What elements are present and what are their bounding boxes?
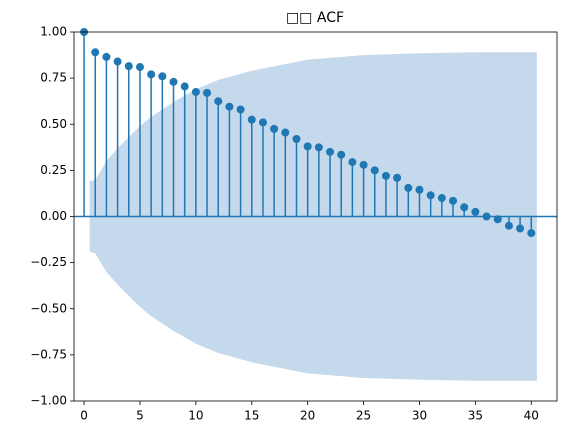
- marker: [381, 171, 390, 180]
- marker: [471, 207, 480, 216]
- marker: [303, 142, 312, 151]
- marker: [292, 135, 301, 144]
- marker: [348, 158, 357, 167]
- marker: [370, 166, 379, 175]
- marker: [113, 57, 122, 66]
- marker: [102, 52, 111, 61]
- y-tick-label: 0.25: [40, 163, 67, 177]
- marker: [437, 194, 446, 203]
- marker: [337, 150, 346, 159]
- marker: [426, 191, 435, 200]
- marker: [91, 48, 100, 57]
- y-tick-label: 0.00: [40, 209, 67, 223]
- y-tick-label: −1.00: [30, 394, 67, 408]
- marker: [158, 72, 167, 81]
- marker: [225, 102, 234, 111]
- marker: [482, 212, 491, 221]
- chart-title: □□ ACF: [286, 10, 344, 26]
- marker: [247, 115, 256, 124]
- marker: [169, 77, 178, 86]
- y-tick-label: 1.00: [40, 25, 67, 39]
- y-tick-label: 0.50: [40, 117, 67, 131]
- x-tick-label: 0: [80, 409, 88, 423]
- marker: [326, 147, 335, 156]
- marker: [527, 229, 536, 238]
- marker: [460, 203, 469, 212]
- x-tick-label: 30: [412, 409, 427, 423]
- marker: [203, 88, 212, 97]
- x-tick-label: 40: [524, 409, 539, 423]
- marker: [147, 70, 156, 79]
- marker: [124, 62, 133, 71]
- marker: [404, 183, 413, 192]
- x-tick-label: 15: [244, 409, 259, 423]
- marker: [393, 173, 402, 182]
- marker: [214, 97, 223, 106]
- x-tick-label: 35: [468, 409, 483, 423]
- marker: [415, 185, 424, 194]
- y-tick-label: −0.50: [30, 301, 67, 315]
- marker: [180, 82, 189, 91]
- y-tick-label: −0.75: [30, 347, 67, 361]
- y-tick-label: −0.25: [30, 255, 67, 269]
- marker: [135, 63, 144, 72]
- marker: [449, 196, 458, 205]
- x-tick-label: 25: [356, 409, 371, 423]
- marker: [516, 224, 525, 233]
- marker: [504, 221, 513, 230]
- marker: [236, 105, 245, 114]
- x-tick-label: 20: [300, 409, 315, 423]
- x-tick-label: 5: [136, 409, 144, 423]
- x-tick-label: 10: [188, 409, 203, 423]
- marker: [281, 128, 290, 137]
- marker: [191, 87, 200, 96]
- marker: [493, 215, 502, 224]
- marker: [258, 118, 267, 127]
- y-tick-label: 0.75: [40, 71, 67, 85]
- marker: [270, 124, 279, 133]
- marker: [359, 160, 368, 169]
- marker: [314, 143, 323, 152]
